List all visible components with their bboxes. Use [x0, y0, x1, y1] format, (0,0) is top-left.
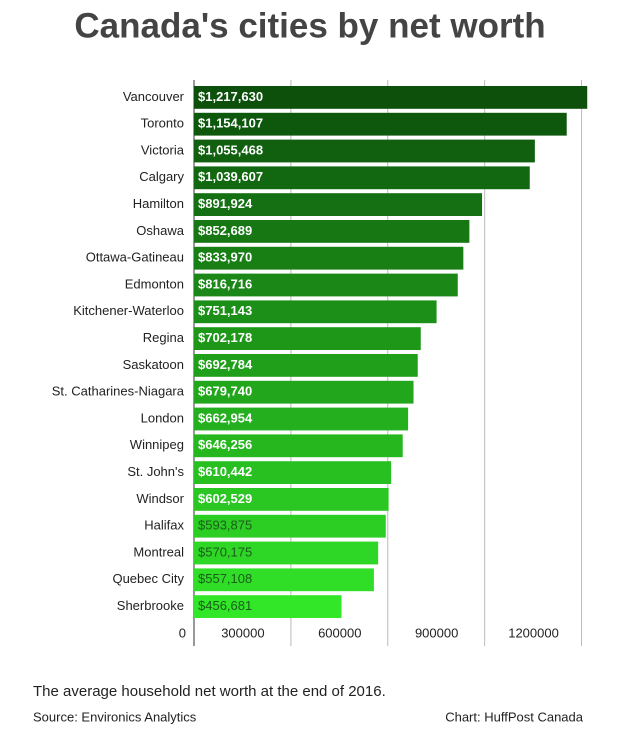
value-label: $816,716	[198, 276, 252, 291]
value-label: $1,039,607	[198, 169, 263, 184]
y-tick-label: Hamilton	[133, 196, 184, 211]
value-label: $662,954	[198, 410, 253, 425]
bar	[194, 193, 483, 216]
x-tick-label: 300000	[221, 625, 264, 640]
caption: The average household net worth at the e…	[33, 683, 386, 700]
y-tick-label: Quebec City	[112, 571, 184, 586]
y-tick-label: Regina	[143, 330, 185, 345]
bar	[194, 139, 535, 163]
bar	[194, 514, 386, 538]
y-tick-label: Vancouver	[123, 89, 185, 104]
y-tick-label: Edmonton	[125, 276, 184, 291]
y-tick-label: London	[141, 410, 184, 425]
bar	[194, 595, 342, 618]
value-label: $702,178	[198, 330, 252, 345]
value-label: $602,529	[198, 491, 252, 506]
bar	[194, 273, 458, 297]
credit: Chart: HuffPost Canada	[445, 709, 584, 724]
bar	[194, 300, 437, 324]
value-label: $557,108	[198, 571, 252, 586]
value-label: $751,143	[198, 303, 252, 318]
y-tick-label: Calgary	[139, 169, 184, 184]
bar	[194, 541, 379, 565]
y-tick-label: Winnipeg	[130, 437, 184, 452]
y-tick-label: Victoria	[141, 142, 185, 157]
bar	[194, 327, 421, 350]
chart-title: Canada's cities by net worth	[74, 6, 545, 45]
bar	[194, 166, 530, 190]
bar	[194, 246, 464, 270]
bar	[194, 488, 389, 511]
bar	[194, 112, 567, 136]
y-tick-label: Oshawa	[136, 223, 184, 238]
bar	[194, 407, 409, 431]
source: Source: Environics Analytics	[33, 709, 197, 724]
x-tick-label: 1200000	[508, 625, 559, 640]
y-tick-label: Halifax	[144, 518, 184, 533]
value-label: $833,970	[198, 250, 252, 265]
y-tick-label: Sherbrooke	[117, 598, 184, 613]
bar	[194, 434, 403, 458]
bar	[194, 86, 588, 109]
value-label: $891,924	[198, 196, 253, 211]
bar	[194, 568, 374, 592]
value-label: $646,256	[198, 437, 252, 452]
value-label: $593,875	[198, 518, 252, 533]
x-tick-label: 600000	[318, 625, 361, 640]
y-tick-label: St. John's	[127, 464, 184, 479]
value-label: $610,442	[198, 464, 252, 479]
value-label: $692,784	[198, 357, 253, 372]
value-label: $679,740	[198, 384, 252, 399]
value-label: $570,175	[198, 544, 252, 559]
y-tick-label: Ottawa-Gatineau	[86, 250, 184, 265]
value-label: $456,681	[198, 598, 252, 613]
value-label: $1,217,630	[198, 89, 263, 104]
y-tick-label: Kitchener-Waterloo	[73, 303, 184, 318]
value-label: $1,055,468	[198, 142, 263, 157]
x-tick-label: 900000	[415, 625, 458, 640]
bar	[194, 220, 470, 243]
x-tick-label: 0	[179, 625, 186, 640]
y-tick-label: Montreal	[133, 544, 184, 559]
bar	[194, 380, 414, 404]
y-tick-label: Windsor	[136, 491, 184, 506]
value-label: $1,154,107	[198, 116, 263, 131]
value-label: $852,689	[198, 223, 252, 238]
bar	[194, 461, 392, 484]
y-tick-label: St. Catharines-Niagara	[52, 384, 185, 399]
bar	[194, 354, 418, 377]
y-tick-label: Saskatoon	[123, 357, 184, 372]
y-tick-label: Toronto	[141, 116, 184, 131]
